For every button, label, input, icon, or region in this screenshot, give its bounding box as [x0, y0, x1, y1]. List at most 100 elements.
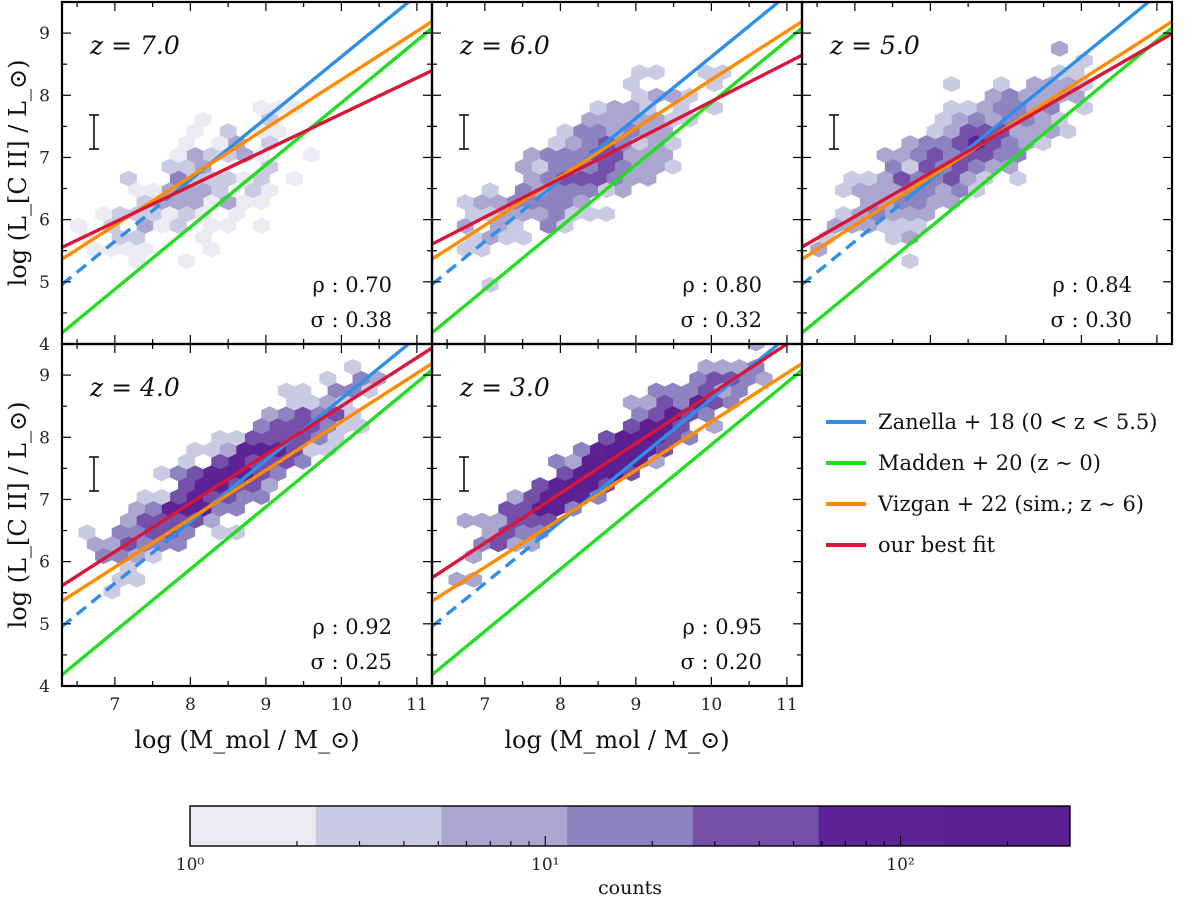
hexbin-cell	[622, 394, 640, 411]
hexbin-cell	[194, 229, 212, 246]
hexbin-cell	[211, 453, 229, 470]
hexbin-cell	[120, 170, 137, 187]
hexbin-cell	[178, 206, 196, 223]
hexbin-cell	[153, 465, 171, 482]
hexbin-cell	[951, 135, 969, 152]
hexbin-cell	[95, 206, 112, 223]
error-bar-symbol	[89, 456, 99, 492]
hexbin-cell	[78, 524, 96, 541]
hexbin-cell	[70, 217, 88, 234]
hexbin-cell	[714, 359, 732, 375]
hexbin-cell	[876, 146, 894, 163]
hexbin-cell	[103, 536, 121, 553]
hexbin-cell	[639, 170, 657, 187]
hexbin-cell	[934, 182, 952, 199]
plot-area	[432, 344, 802, 677]
hexbin-cell	[606, 99, 624, 116]
hexbin-cell	[1017, 135, 1035, 152]
hexbin-cell	[481, 182, 499, 199]
hexbin-cell	[186, 146, 204, 163]
colorbar-segment	[441, 806, 568, 846]
hexbin-cell	[286, 394, 303, 411]
hexbin-cell	[136, 536, 154, 553]
hexbin-cell	[656, 394, 673, 411]
madden-relation-line	[432, 368, 802, 677]
hexbin-cell	[514, 206, 532, 223]
hexbin-cell	[959, 99, 977, 116]
hexbin-cell	[868, 182, 886, 199]
hexbin-cell	[835, 206, 852, 223]
rho-annotation: ρ : 0.70	[312, 273, 392, 297]
hexbin-cell	[909, 146, 927, 163]
hexbin-cell	[269, 418, 287, 435]
hexbin-cell	[432, 304, 433, 313]
hexbin-cell	[556, 194, 574, 211]
hexbin-cell	[294, 382, 312, 399]
legend-label: Vizgan + 22 (sim.; z ∼ 6)	[877, 492, 1144, 516]
zanella-relation-extrapolation	[62, 196, 169, 286]
hexbin-cell	[228, 453, 245, 470]
hexbin-cell	[606, 146, 624, 163]
hexbin-cell	[120, 241, 137, 258]
zanella-relation-extrapolation	[62, 538, 169, 628]
hexbin-cell	[843, 170, 861, 187]
hexbin-cell	[531, 477, 549, 494]
hexbin-cell	[747, 344, 765, 352]
hexbin-cell	[228, 429, 245, 446]
hexbin-cell	[344, 359, 362, 375]
hexbin-cell	[934, 135, 952, 152]
hexbin-cell	[976, 146, 994, 163]
hexbin-cell	[639, 418, 657, 435]
hexbin-cell	[614, 429, 632, 446]
vizgan-relation-line	[432, 362, 802, 603]
hexbin-cell	[943, 123, 960, 140]
hexbin-cell	[631, 87, 649, 104]
hexbin-cell	[901, 206, 919, 223]
hexbin-cell	[1001, 87, 1019, 104]
y-axis-label: log (L_[C II] / L_⊙)	[4, 402, 32, 629]
ticks	[432, 344, 802, 686]
plot-area	[802, 2, 1172, 335]
hexbin-cell	[647, 135, 665, 152]
error-bar-symbol	[459, 456, 469, 492]
y-tick-label: 6	[39, 211, 50, 231]
hexbin-cell	[943, 170, 960, 187]
hexbin-cell	[647, 64, 665, 81]
hexbin-cell	[943, 76, 960, 93]
rho-annotation: ρ : 0.92	[312, 615, 392, 639]
hexbin-cell	[992, 146, 1010, 163]
hexbin-cell	[203, 465, 220, 482]
panels-group: z = 7.0 ρ : 0.70 σ : 0.38 z = 6.0 ρ : 0.80 σ …	[4, 0, 1174, 754]
best-fit-line	[62, 69, 432, 249]
hexbin-cell	[244, 182, 262, 199]
hexbin-cell	[169, 217, 187, 234]
panel-z-label: z = 7.0	[89, 31, 180, 60]
hexbin-cell	[647, 453, 665, 470]
hexbin-cell	[153, 488, 171, 505]
hexbin-cell	[730, 382, 748, 399]
hexbin-cell	[581, 453, 599, 470]
hexbin-cell	[490, 217, 507, 234]
hexbin-cell	[465, 206, 482, 223]
hexbin-cell	[656, 146, 673, 163]
hexbin-cell	[589, 441, 607, 458]
hexbin-cell	[901, 158, 919, 175]
hexbin-cell	[860, 217, 877, 234]
y-axis-label: log (L_[C II] / L_⊙)	[4, 60, 32, 287]
hexbin-cell	[689, 370, 707, 387]
hexbin-cell	[294, 453, 312, 470]
hexbin-cell	[901, 135, 919, 152]
hexbin-cell	[1034, 111, 1052, 128]
hexbin-cell	[1042, 123, 1060, 140]
y-tick-label: 5	[39, 615, 50, 635]
y-tick-label: 4	[39, 335, 50, 355]
x-tick-label: 11	[406, 695, 428, 715]
panel-frame	[800, 0, 1174, 346]
y-tick-label: 4	[39, 677, 50, 697]
hexbin-cell	[901, 253, 919, 270]
hexbin-cell	[598, 206, 615, 223]
hexbin-cell	[261, 182, 279, 199]
hexbin-cell	[86, 536, 104, 553]
colorbar-segment	[818, 806, 945, 846]
